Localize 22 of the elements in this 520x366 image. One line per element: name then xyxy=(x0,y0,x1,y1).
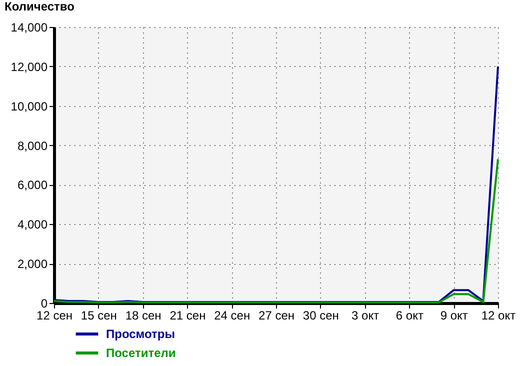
y-tick-label: 0 xyxy=(40,296,48,310)
legend-label: Просмотры xyxy=(106,327,176,341)
y-tick-label: 4,000 xyxy=(17,218,48,232)
x-tick-label: 18 сен xyxy=(125,308,162,322)
y-tick-label: 14,000 xyxy=(10,20,48,34)
legend-label: Посетители xyxy=(106,346,176,360)
y-tick-label: 10,000 xyxy=(10,99,48,114)
y-tick-label: 6,000 xyxy=(17,178,48,192)
x-tick-label: 12 окт xyxy=(481,308,516,322)
x-tick-label: 27 сен xyxy=(258,308,294,322)
y-axis-title: Количество xyxy=(4,0,74,14)
x-tick-label: 3 окт xyxy=(352,308,380,322)
x-tick-label: 9 окт xyxy=(440,308,468,322)
x-tick-label: 30 сен xyxy=(302,308,339,322)
x-tick-label: 15 сен xyxy=(80,308,117,322)
x-tick-label: 24 сен xyxy=(214,308,250,322)
x-tick-label: 12 сен xyxy=(36,308,72,322)
y-tick-label: 12,000 xyxy=(10,60,48,74)
y-tick-label: 8,000 xyxy=(17,138,48,153)
y-tick-label: 2,000 xyxy=(17,257,48,272)
x-tick-label: 6 окт xyxy=(396,308,424,322)
x-tick-label: 21 сен xyxy=(170,308,206,322)
